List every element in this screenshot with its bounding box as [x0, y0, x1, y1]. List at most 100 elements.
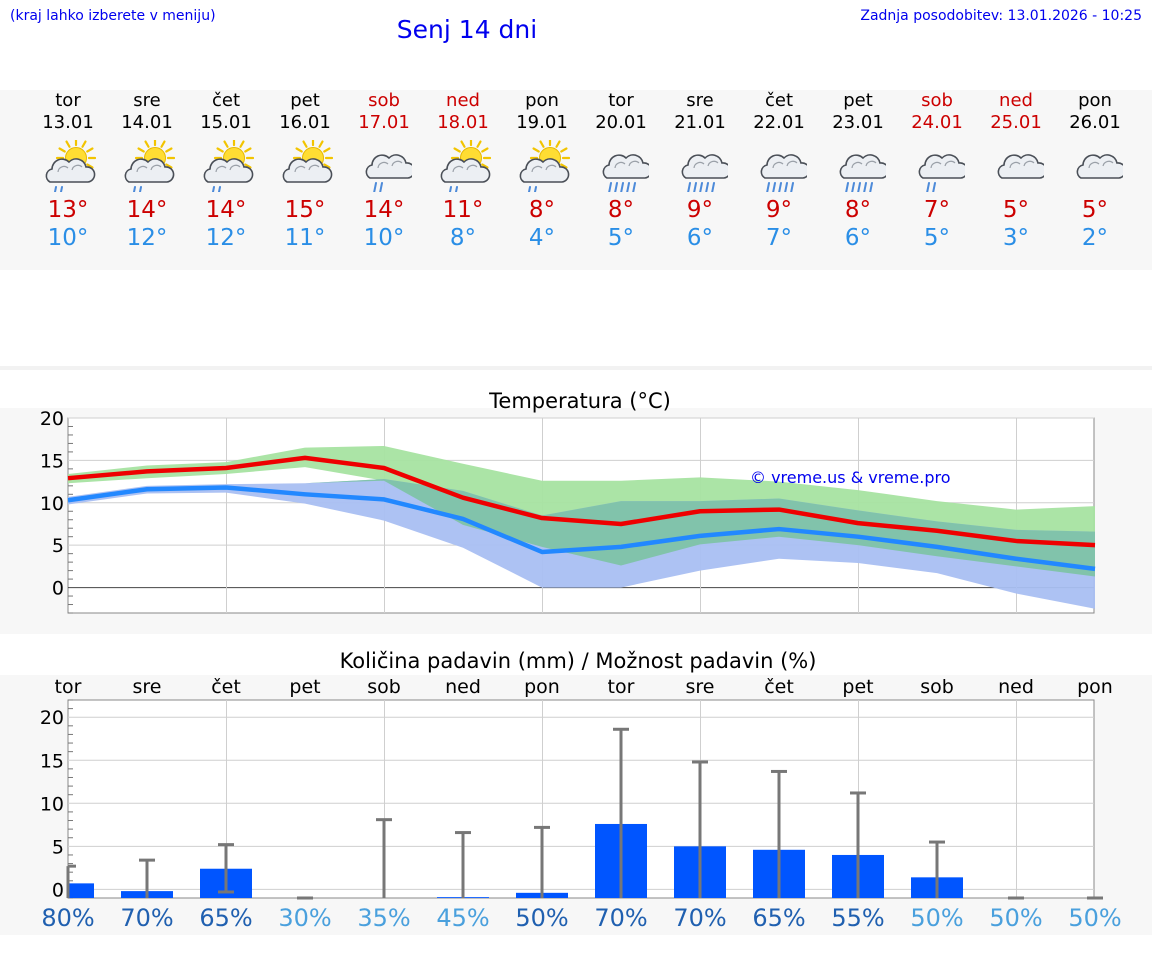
cloud-heavy-rain-icon: [602, 154, 649, 192]
max-temp: 15°: [284, 197, 326, 223]
day-name: tor: [608, 90, 634, 111]
sun-cloud-rain-icon: [519, 140, 570, 192]
min-temp: 2°: [1081, 225, 1109, 251]
day-column: sre 21.01 9° 6°: [660, 90, 740, 252]
y-tick-label: 20: [40, 707, 64, 729]
daily-forecast-strip: [0, 90, 1152, 270]
min-temp: 12°: [126, 225, 168, 251]
y-tick-label: 10: [40, 493, 64, 515]
x-category-label: sre: [686, 676, 715, 698]
day-column: ned 18.01 11° 8°: [423, 90, 503, 252]
day-column: tor 20.01 8° 5°: [581, 90, 661, 252]
day-date: 19.01: [516, 112, 568, 133]
precip-probability: 50%: [989, 904, 1043, 932]
day-name: sre: [133, 90, 161, 111]
y-tick-label: 15: [40, 750, 64, 772]
last-update: Zadnja posodobitev: 13.01.2026 - 10:25: [860, 8, 1142, 24]
sun-cloud-rain-icon: [440, 140, 491, 192]
max-temp: 9°: [686, 197, 714, 223]
day-column: sob 24.01 7° 5°: [897, 90, 977, 252]
precip-probability: 50%: [910, 904, 964, 932]
days-container: tor 13.01 13° 10° sre 14.01 14° 12° čet 15.01 14° 1…: [0, 90, 1152, 270]
day-date: 21.01: [674, 112, 726, 133]
cloud-heavy-rain-icon: [681, 154, 728, 192]
day-date: 16.01: [279, 112, 331, 133]
max-temp: 9°: [765, 197, 793, 223]
watermark: © vreme.us & vreme.pro: [750, 468, 951, 487]
day-column: pon 26.01 5° 2°: [1055, 90, 1135, 252]
day-date: 24.01: [911, 112, 963, 133]
max-temp: 7°: [923, 197, 951, 223]
day-name: sre: [686, 90, 714, 111]
cloud-icon: [1076, 154, 1123, 179]
x-category-label: sre: [133, 676, 162, 698]
cloud-heavy-rain-icon: [839, 154, 886, 192]
x-category-label: pet: [842, 676, 873, 698]
day-column: pon 19.01 8° 4°: [502, 90, 582, 252]
day-date: 22.01: [753, 112, 805, 133]
x-category-label: tor: [608, 676, 635, 698]
day-column: sob 17.01 14° 10°: [344, 90, 424, 252]
precip-probability: 50%: [1068, 904, 1122, 932]
min-temp: 5°: [923, 225, 951, 251]
x-category-label: pet: [289, 676, 320, 698]
day-date: 23.01: [832, 112, 884, 133]
precip-probability: 30%: [278, 904, 332, 932]
min-temp: 4°: [528, 225, 556, 251]
precip-probability: 55%: [831, 904, 885, 932]
precip-probability: 65%: [752, 904, 806, 932]
day-column: sre 14.01 14° 12°: [107, 90, 187, 252]
max-temp: 8°: [844, 197, 872, 223]
min-temp: 6°: [844, 225, 872, 251]
x-category-label: čet: [764, 676, 794, 698]
precip-probability: 70%: [673, 904, 727, 932]
y-tick-label: 10: [40, 793, 64, 815]
max-temp: 5°: [1002, 197, 1030, 223]
precip-probability: 45%: [436, 904, 490, 932]
y-tick-label: 5: [52, 535, 64, 557]
max-temp: 11°: [442, 197, 484, 223]
max-temp: 13°: [47, 197, 89, 223]
day-column: pet 16.01 15° 11°: [265, 90, 345, 252]
location-hint: (kraj lahko izberete v meniju): [10, 8, 216, 24]
sun-cloud-rain-icon: [45, 140, 96, 192]
precip-bar: [68, 883, 94, 898]
max-temp: 14°: [126, 197, 168, 223]
y-tick-label: 15: [40, 450, 64, 472]
precip-probability: 35%: [357, 904, 411, 932]
day-date: 17.01: [358, 112, 410, 133]
day-column: ned 25.01 5° 3°: [976, 90, 1056, 252]
min-temp: 12°: [205, 225, 247, 251]
day-name: ned: [446, 90, 480, 111]
sun-cloud-rain-icon: [203, 140, 254, 192]
page-title: Senj 14 dni: [396, 15, 538, 44]
x-category-label: ned: [998, 676, 1034, 698]
max-temp: 8°: [607, 197, 635, 223]
day-column: čet 15.01 14° 12°: [186, 90, 266, 252]
day-date: 25.01: [990, 112, 1042, 133]
min-temp: 5°: [607, 225, 635, 251]
cloud-heavy-rain-icon: [760, 154, 807, 192]
day-name: pon: [525, 90, 559, 111]
x-category-label: pon: [1077, 676, 1113, 698]
x-category-label: tor: [55, 676, 82, 698]
max-temp-line: [67, 455, 1096, 548]
y-tick-label: 0: [52, 578, 64, 600]
day-name: sob: [921, 90, 953, 111]
day-name: čet: [764, 90, 794, 111]
y-tick-label: 0: [52, 879, 64, 901]
x-category-label: pon: [524, 676, 560, 698]
precipitation-chart: Količina padavin (mm) / Možnost padavin …: [40, 649, 1113, 901]
min-temp: 8°: [449, 225, 477, 251]
plot-area: [67, 699, 1095, 899]
x-category-label: čet: [211, 676, 241, 698]
precip-probability: 80%: [41, 904, 95, 932]
day-date: 20.01: [595, 112, 647, 133]
precip-probability: 70%: [594, 904, 648, 932]
day-date: 26.01: [1069, 112, 1121, 133]
x-category-label: sob: [367, 676, 401, 698]
day-column: čet 22.01 9° 7°: [739, 90, 819, 252]
day-name: tor: [55, 90, 81, 111]
min-temp: 3°: [1002, 225, 1030, 251]
min-temp-line: [67, 485, 1096, 572]
